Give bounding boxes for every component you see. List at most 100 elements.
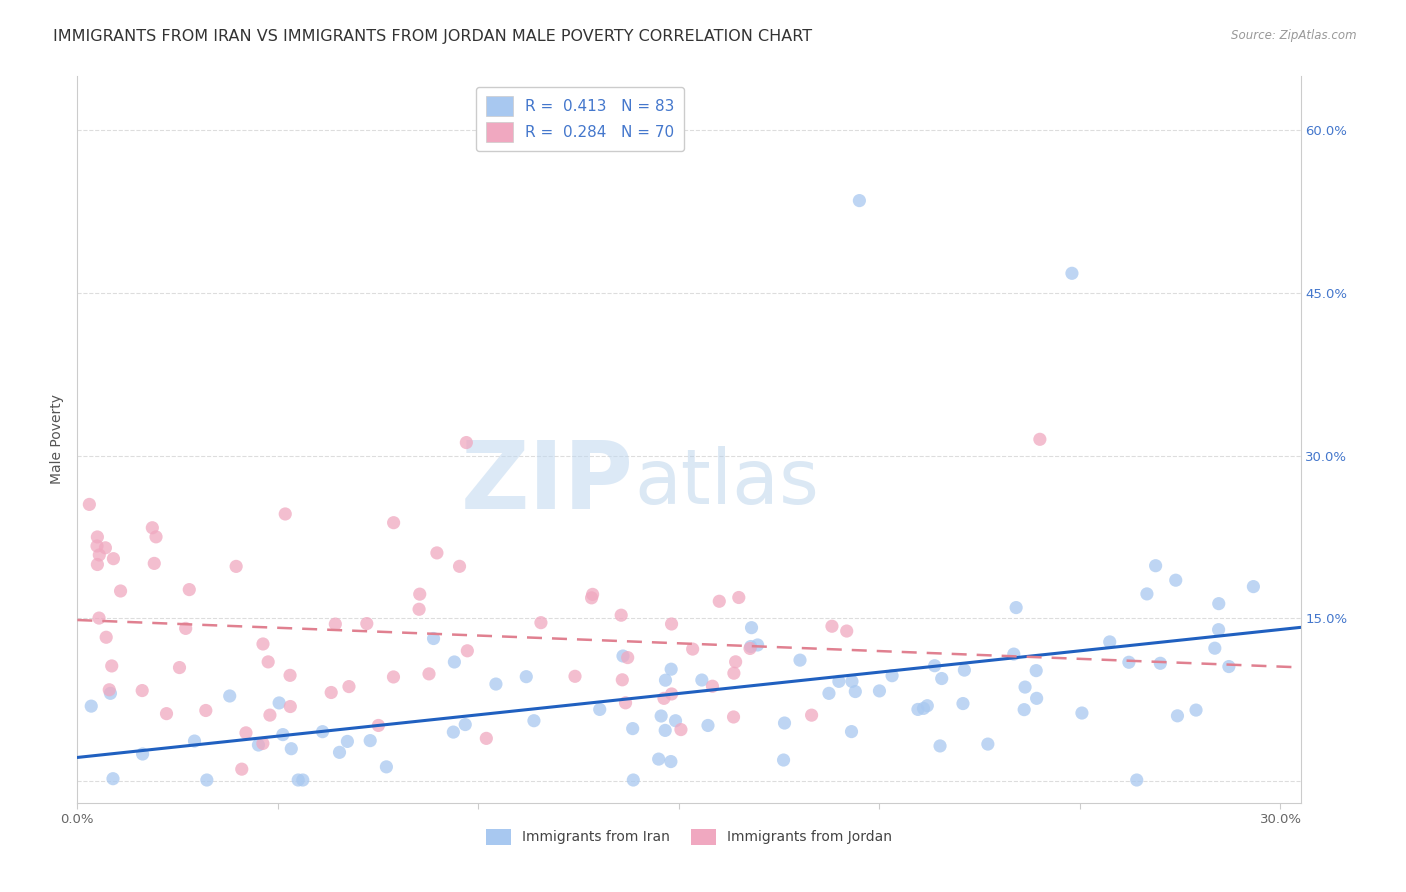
- Point: [1204, 641, 1226, 656]
- Point: [1025, 664, 1047, 678]
- Point: [723, 710, 745, 724]
- Point: [835, 624, 858, 638]
- Point: [929, 739, 952, 753]
- Point: [952, 697, 974, 711]
- Point: [977, 737, 1000, 751]
- Point: [336, 734, 359, 748]
- Point: [530, 615, 553, 630]
- Point: [1118, 655, 1140, 669]
- Point: [1149, 657, 1171, 671]
- Point: [145, 530, 167, 544]
- Point: [612, 648, 634, 663]
- Point: [697, 718, 720, 732]
- Point: [359, 733, 381, 747]
- Point: [1185, 703, 1208, 717]
- Point: [79, 497, 101, 511]
- Point: [321, 685, 343, 699]
- Point: [828, 674, 851, 689]
- Point: [382, 670, 405, 684]
- Point: [231, 762, 253, 776]
- Point: [375, 760, 398, 774]
- Point: [86, 530, 108, 544]
- Text: ZIP: ZIP: [461, 437, 634, 529]
- Point: [252, 637, 274, 651]
- Point: [907, 702, 929, 716]
- Point: [821, 619, 844, 633]
- Point: [89, 548, 111, 562]
- Point: [131, 747, 153, 761]
- Point: [690, 673, 713, 687]
- Point: [110, 584, 132, 599]
- Point: [174, 621, 197, 635]
- Point: [659, 662, 682, 676]
- Point: [773, 716, 796, 731]
- Point: [143, 557, 166, 571]
- Point: [131, 683, 153, 698]
- Point: [848, 194, 870, 208]
- Point: [485, 677, 508, 691]
- Point: [252, 736, 274, 750]
- Point: [367, 718, 389, 732]
- Y-axis label: Male Poverty: Male Poverty: [51, 394, 65, 484]
- Point: [1136, 587, 1159, 601]
- Text: atlas: atlas: [634, 446, 818, 520]
- Point: [652, 691, 675, 706]
- Point: [661, 617, 683, 632]
- Text: Source: ZipAtlas.com: Source: ZipAtlas.com: [1232, 29, 1357, 42]
- Point: [1164, 573, 1187, 587]
- Point: [1029, 432, 1052, 446]
- Point: [738, 641, 761, 656]
- Point: [1166, 708, 1188, 723]
- Point: [328, 745, 350, 759]
- Point: [650, 709, 672, 723]
- Point: [723, 666, 745, 681]
- Point: [664, 714, 686, 728]
- Point: [621, 722, 644, 736]
- Point: [280, 741, 302, 756]
- Point: [247, 738, 270, 752]
- Point: [100, 659, 122, 673]
- Point: [225, 559, 247, 574]
- Point: [443, 655, 465, 669]
- Point: [800, 708, 823, 723]
- Point: [581, 587, 603, 601]
- Point: [1208, 597, 1230, 611]
- Point: [1005, 600, 1028, 615]
- Point: [727, 591, 749, 605]
- Point: [924, 658, 946, 673]
- Point: [235, 726, 257, 740]
- Point: [515, 670, 537, 684]
- Point: [612, 673, 634, 687]
- Point: [408, 602, 430, 616]
- Point: [844, 684, 866, 698]
- Point: [841, 724, 863, 739]
- Point: [287, 772, 309, 787]
- Point: [475, 731, 498, 746]
- Point: [669, 723, 692, 737]
- Point: [278, 699, 301, 714]
- Point: [409, 587, 432, 601]
- Point: [659, 755, 682, 769]
- Point: [581, 591, 603, 605]
- Point: [682, 642, 704, 657]
- Point: [96, 630, 118, 644]
- Text: IMMIGRANTS FROM IRAN VS IMMIGRANTS FROM JORDAN MALE POVERTY CORRELATION CHART: IMMIGRANTS FROM IRAN VS IMMIGRANTS FROM …: [53, 29, 813, 44]
- Point: [740, 640, 762, 654]
- Point: [1014, 680, 1036, 694]
- Point: [274, 507, 297, 521]
- Point: [179, 582, 201, 597]
- Point: [868, 684, 890, 698]
- Point: [880, 669, 903, 683]
- Point: [1002, 647, 1025, 661]
- Point: [100, 686, 122, 700]
- Point: [155, 706, 177, 721]
- Point: [724, 655, 747, 669]
- Point: [183, 734, 205, 748]
- Point: [1071, 706, 1094, 720]
- Point: [647, 752, 669, 766]
- Point: [86, 558, 108, 572]
- Point: [741, 621, 763, 635]
- Point: [1241, 580, 1264, 594]
- Point: [194, 704, 217, 718]
- Point: [259, 708, 281, 723]
